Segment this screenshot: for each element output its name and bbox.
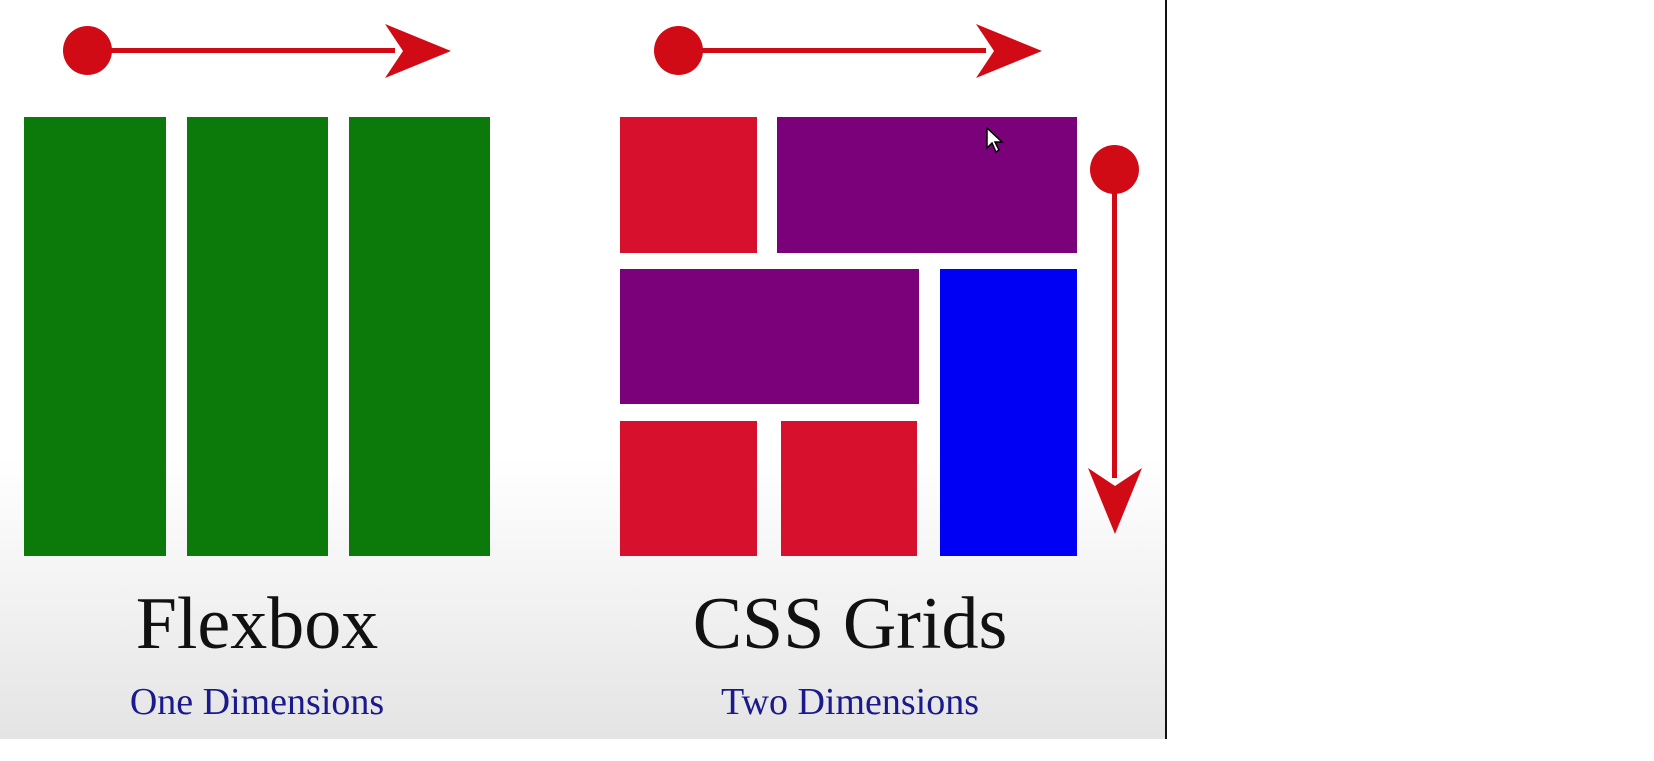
grid-arrow-start-dot bbox=[654, 26, 703, 75]
grid-vertical-arrow-start-dot bbox=[1090, 145, 1139, 194]
grid-item-red-top-left bbox=[620, 117, 757, 253]
flexbox-title: Flexbox bbox=[135, 583, 379, 665]
grid-item-red-bottom-middle bbox=[781, 421, 917, 556]
grid-vertical-arrow-line bbox=[1112, 188, 1117, 478]
flexbox-arrowhead-icon bbox=[385, 24, 451, 78]
flexbox-arrow-start-dot bbox=[63, 26, 112, 75]
grid-item-purple-top-wide bbox=[777, 117, 1077, 253]
flexbox-item-1 bbox=[24, 117, 166, 556]
grid-arrow-line bbox=[696, 48, 986, 53]
flexbox-subtitle: One Dimensions bbox=[129, 681, 385, 723]
mouse-cursor-icon bbox=[986, 127, 1004, 153]
grid-item-red-bottom-left bbox=[620, 421, 757, 556]
grid-item-blue-tall bbox=[940, 269, 1077, 556]
slide: Flexbox One Dimensions CSS Grids Two Dim… bbox=[0, 0, 1167, 739]
grid-title: CSS Grids bbox=[692, 583, 1008, 665]
grid-subtitle: Two Dimensions bbox=[720, 681, 980, 723]
flexbox-item-3 bbox=[349, 117, 490, 556]
flexbox-arrow-line bbox=[105, 48, 395, 53]
flexbox-item-2 bbox=[187, 117, 328, 556]
grid-arrowhead-icon bbox=[976, 24, 1042, 78]
grid-item-purple-middle-wide bbox=[620, 269, 919, 404]
grid-vertical-arrowhead-icon bbox=[1088, 468, 1142, 534]
